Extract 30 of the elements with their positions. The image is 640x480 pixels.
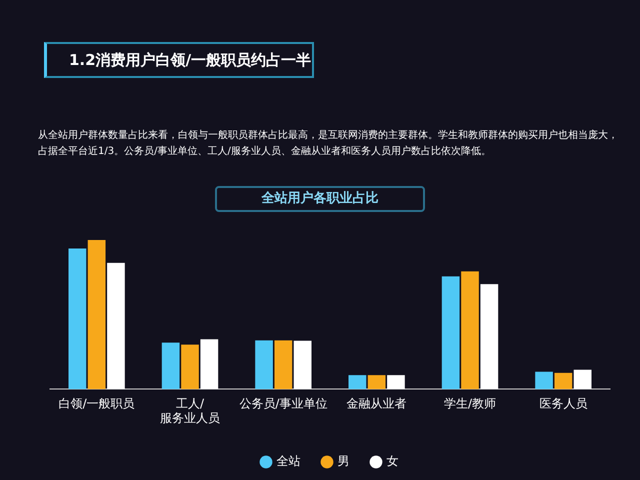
text: 全站用户各职业占比 [215,186,425,212]
legend-label: 全站 [276,454,300,468]
bar [535,372,553,390]
legend-label: 男 [338,454,350,468]
bar [255,340,273,390]
bar [107,262,125,390]
legend-label: 女 [386,454,398,468]
bar [88,240,106,390]
bar [387,375,405,390]
bar [442,276,460,390]
bar [294,340,312,390]
bar [162,342,180,390]
chart-subtitle: 从全站用户群体数量占比来看，白领与一般职员群体占比最高，是互联网消费的主要群体。学生和教师群体的购买用户也相当庞大，占据全平台近1/3。公务员/事业单位、工人/服务业人员、金融从业者和医务人员用户数占比依次降低。 [38,128,618,159]
bar [574,370,592,390]
x-tick-label: 金融从业者 [346,396,407,411]
x-tick-label: 学生/教师 [444,396,496,411]
bar [274,340,292,390]
bar [461,271,479,390]
bar [200,339,218,390]
x-tick-label: 医务人员 [539,396,588,411]
x-tick-label: 公务员/事业单位 [239,396,328,411]
bar [368,375,386,390]
bar [181,344,199,390]
chart-title: 1.2消费用户白领/一般职员约占一半 [44,42,314,78]
bar [554,372,572,390]
bar [68,248,86,390]
x-tick-label: 白领/一般职员 [58,396,135,411]
bar [348,375,366,390]
x-tick-label: 工人/ 服务业人员 [160,396,220,425]
bar [480,284,498,390]
